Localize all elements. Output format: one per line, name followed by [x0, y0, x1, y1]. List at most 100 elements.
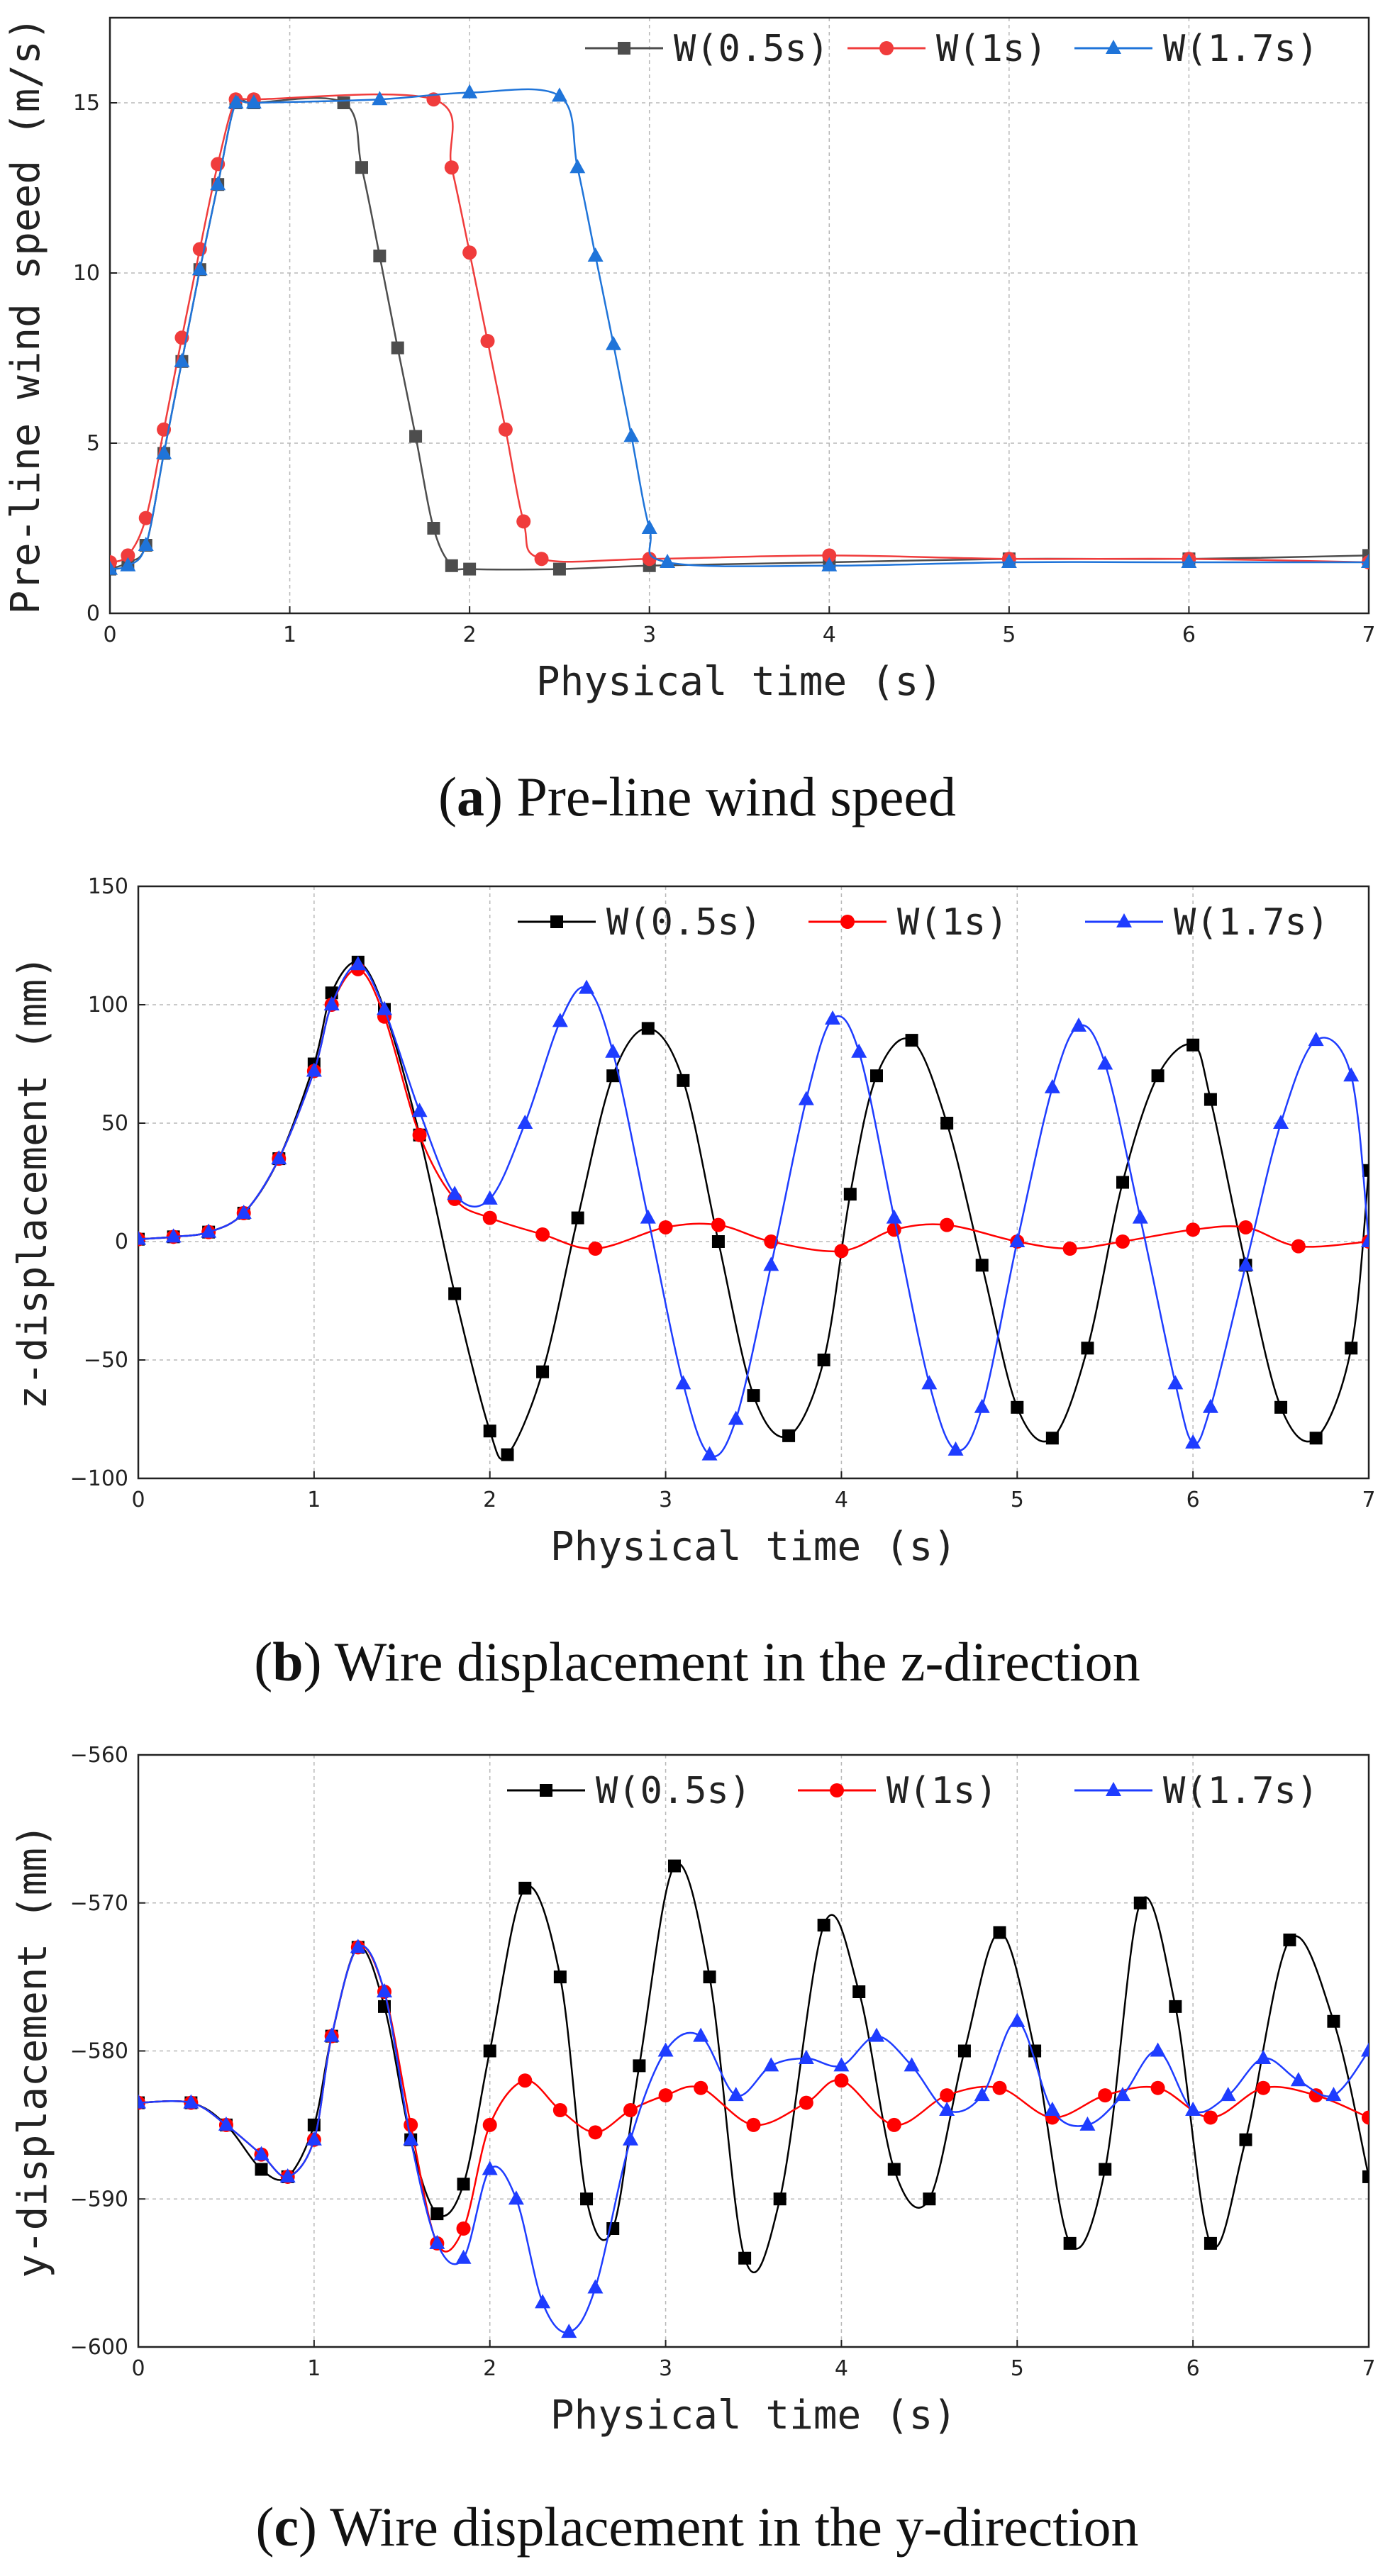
data-point-2: [1343, 1067, 1360, 1082]
data-point-0: [1011, 1400, 1024, 1414]
data-point-2: [763, 1256, 779, 1271]
y-tick-label: 10: [73, 261, 100, 286]
data-point-2: [1044, 2102, 1060, 2116]
data-point-2: [253, 2146, 269, 2160]
legend-item-0: W(0.5s): [518, 901, 762, 944]
data-point-0: [1309, 1432, 1323, 1445]
plot-area: [138, 955, 1369, 1461]
series-0: [138, 955, 1369, 1461]
data-point-1: [711, 1217, 726, 1232]
data-point-2: [833, 2057, 850, 2072]
data-point-2: [728, 2087, 744, 2102]
data-point-0: [711, 1235, 725, 1248]
data-point-2: [350, 1939, 366, 1953]
data-point-0: [501, 1448, 514, 1461]
data-point-2: [660, 554, 676, 568]
grid: [138, 1755, 1369, 2347]
data-point-2: [904, 2057, 920, 2072]
data-point-2: [482, 1190, 498, 1205]
x-tick-label: 1: [307, 2356, 321, 2381]
data-point-0: [905, 1034, 918, 1047]
legend-label: W(1.7s): [1163, 1770, 1318, 1812]
series-1: [138, 961, 1369, 1259]
data-point-1: [1256, 2080, 1271, 2095]
data-point-1: [482, 2117, 497, 2132]
x-axis-label: Physical time (s): [536, 659, 943, 705]
data-point-2: [641, 520, 657, 534]
chart-a: 0 1 2 3 4 5 6 7 0 5 10 15 Physical time (s) Pre-line …: [3, 17, 1376, 827]
legend-label: W(1s): [887, 1770, 998, 1812]
data-point-0: [1151, 1069, 1165, 1083]
data-point-2: [551, 87, 567, 102]
data-point-2: [411, 1103, 428, 1117]
legend-marker: [1106, 40, 1121, 54]
data-point-2: [508, 2190, 524, 2205]
y-tick-label: −50: [84, 1348, 128, 1373]
data-point-2: [279, 2168, 296, 2182]
data-point-0: [1362, 2170, 1369, 2183]
data-point-2: [482, 2160, 498, 2175]
data-point-1: [1238, 1220, 1253, 1234]
data-point-2: [623, 428, 640, 442]
data-point-2: [429, 2234, 445, 2249]
x-tick-label: 3: [643, 623, 656, 647]
x-tick-label: 7: [1362, 623, 1375, 647]
y-tick-label: −560: [70, 1743, 128, 1768]
data-point-1: [834, 2073, 849, 2088]
x-tick-label: 6: [1182, 623, 1196, 647]
y-tick-label: −590: [70, 2187, 128, 2212]
y-tick-label: 5: [87, 431, 100, 456]
data-point-2: [1185, 2102, 1201, 2116]
legend-marker: [830, 1783, 844, 1797]
data-point-1: [658, 2088, 673, 2103]
legend: W(0.5s) W(1s) W(1.7s): [518, 901, 1329, 944]
data-point-2: [183, 2094, 199, 2109]
figure-caption: (b) Wire displacement in the z-direction: [254, 1631, 1140, 1693]
y-tick-label: −580: [70, 2039, 128, 2064]
x-tick-label: 4: [835, 2356, 848, 2381]
data-point-0: [993, 1926, 1006, 1939]
plot-frame: [137, 885, 1370, 1480]
series-line-2: [110, 88, 1369, 570]
y-axis-label: y-displacement (mm): [10, 1824, 56, 2278]
data-point-0: [667, 1859, 681, 1873]
data-point-2: [1361, 554, 1369, 568]
legend-item-1: W(1s): [808, 901, 1008, 944]
data-point-1: [121, 548, 135, 563]
chart-b: 0 1 2 3 4 5 6 7 −100 −50 0 50 100 150 Physical time (s…: [10, 874, 1376, 1693]
data-point-2: [1009, 1233, 1026, 1247]
data-point-2: [120, 557, 136, 571]
data-point-2: [1009, 2012, 1026, 2027]
x-tick-label: 2: [483, 2356, 496, 2381]
legend-marker: [1116, 913, 1132, 927]
data-point-0: [430, 2207, 444, 2221]
data-point-2: [165, 1228, 182, 1243]
legend-item-1: W(1s): [798, 1770, 998, 1812]
data-point-1: [940, 2088, 955, 2103]
x-tick-label: 3: [659, 1488, 672, 1512]
data-point-0: [536, 1365, 550, 1378]
data-point-1: [799, 2095, 813, 2110]
data-point-2: [306, 2131, 322, 2146]
data-point-2: [228, 94, 244, 108]
data-point-2: [323, 996, 340, 1010]
data-point-2: [372, 91, 388, 106]
x-tick-label: 6: [1186, 2356, 1200, 2381]
data-point-0: [1362, 549, 1369, 562]
data-point-1: [412, 1127, 427, 1142]
legend-item-0: W(0.5s): [585, 28, 829, 70]
x-tick-label: 6: [1186, 1488, 1200, 1512]
series-line-1: [138, 968, 1369, 1253]
series-0: [110, 96, 1369, 576]
data-point-2: [921, 1375, 938, 1390]
data-point-2: [701, 1446, 718, 1461]
data-point-2: [587, 247, 604, 262]
data-point-2: [1044, 1078, 1060, 1093]
x-tick-label: 5: [1011, 1488, 1024, 1512]
data-point-0: [1362, 1164, 1369, 1177]
data-point-0: [571, 1211, 584, 1225]
data-point-2: [1290, 2072, 1306, 2087]
data-point-2: [1150, 2042, 1166, 2057]
x-tick-label: 1: [307, 1488, 321, 1512]
series-2: [138, 956, 1369, 1461]
